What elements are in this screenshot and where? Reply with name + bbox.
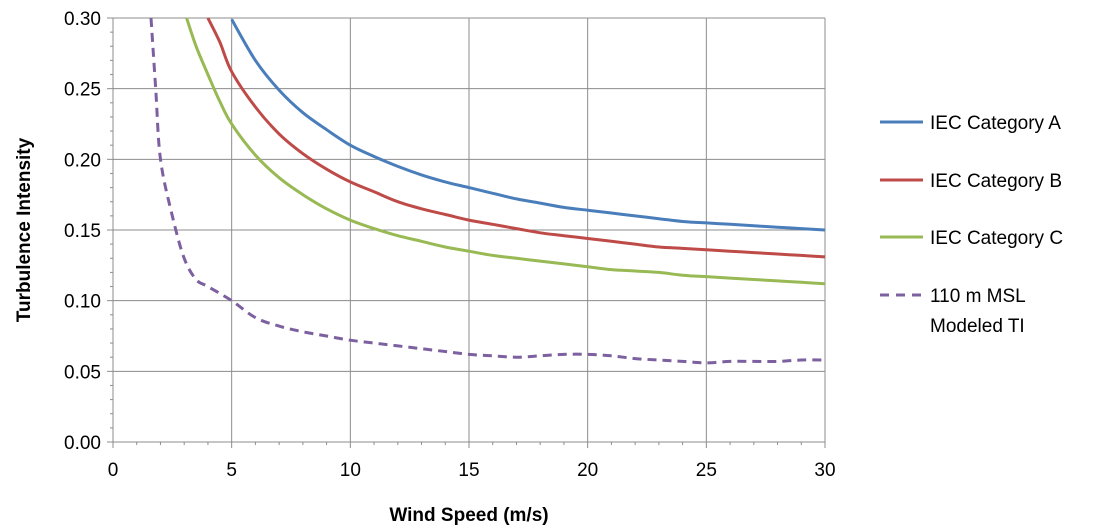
y-tick-label: 0.15 (64, 221, 101, 242)
series-line-4 (149, 17, 826, 365)
x-tick-label: 25 (696, 460, 717, 481)
x-tick-label: 5 (226, 460, 237, 481)
x-tick-label: 10 (340, 460, 361, 481)
axes (107, 17, 826, 448)
series-lines (149, 17, 826, 365)
x-tick-label: 15 (458, 460, 479, 481)
series-line-1 (230, 18, 826, 232)
tick-labels: 0 5 10 15 20 25 30 0.00 0.05 0.10 0.15 0.20 0.25 0.30 (64, 9, 836, 481)
y-tick-label: 0.10 (64, 292, 101, 313)
series-line-2 (206, 17, 826, 259)
y-tick-label: 0.00 (64, 433, 101, 454)
y-tick-label: 0.20 (64, 150, 101, 171)
gridlines (113, 17, 826, 442)
y-tick-label: 0.30 (64, 9, 101, 30)
legend: IEC Category A IEC Category B IEC Category… (880, 113, 1063, 337)
x-axis-title: Wind Speed (m/s) (389, 505, 548, 526)
series-line-3 (185, 17, 826, 286)
x-tick-label: 20 (577, 460, 598, 481)
y-axis-title: Turbulence Intensity (14, 137, 35, 322)
legend-label-4: Modeled TI (930, 316, 1025, 337)
legend-label-3: IEC Category C (930, 228, 1063, 249)
y-tick-label: 0.25 (64, 80, 101, 101)
x-tick-label: 0 (108, 460, 119, 481)
legend-label-2: IEC Category B (930, 171, 1062, 192)
x-tick-label: 30 (814, 460, 835, 481)
legend-label-1: IEC Category A (930, 113, 1061, 134)
y-tick-label: 0.05 (64, 362, 101, 383)
legend-label-4: 110 m MSL (930, 286, 1026, 307)
